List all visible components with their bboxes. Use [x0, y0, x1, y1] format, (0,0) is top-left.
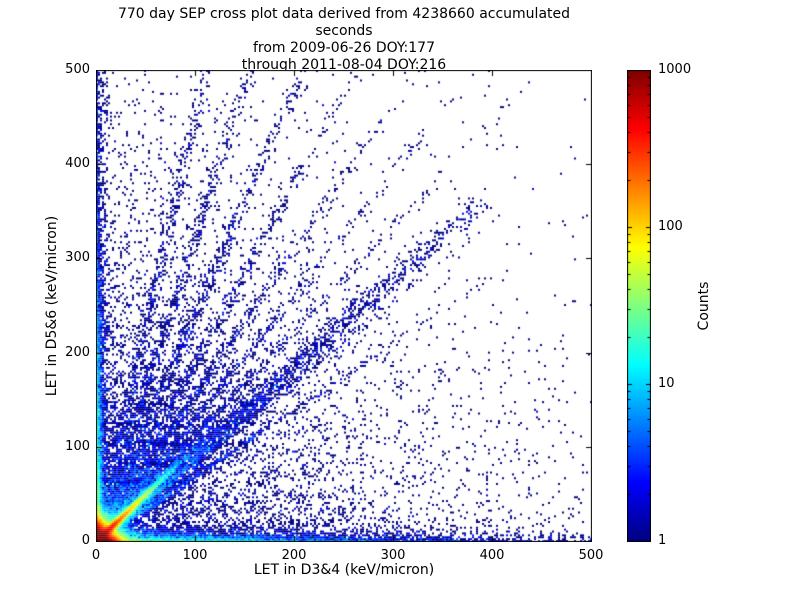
x-tick-label: 500 — [578, 548, 604, 563]
colorbar-canvas — [627, 70, 651, 542]
y-tick-label: 0 — [81, 533, 90, 548]
x-tick-label: 0 — [91, 548, 101, 563]
x-axis-label: LET in D3&4 (keV/micron) — [253, 562, 435, 578]
colorbar-tick-label: 10 — [658, 376, 675, 391]
scatter-plot-canvas — [96, 70, 592, 542]
chart-title-line3: through 2011-08-04 DOY:216 — [241, 57, 447, 74]
x-tick-label: 400 — [479, 548, 505, 563]
x-tick-label: 200 — [281, 548, 307, 563]
colorbar-tick-label: 100 — [658, 219, 683, 234]
y-tick-label: 100 — [65, 438, 90, 454]
y-axis-label: LET in D5&6 (keV/micron) — [44, 215, 60, 397]
y-tick-label: 400 — [65, 156, 90, 172]
chart-title-line1: 770 day SEP cross plot data derived from… — [117, 6, 571, 40]
y-tick-label: 500 — [65, 62, 90, 77]
chart-title: 770 day SEP cross plot data derived from… — [96, 6, 592, 74]
colorbar-tick-label: 1000 — [658, 62, 692, 77]
x-tick-label: 100 — [182, 548, 208, 563]
chart-title-line2: from 2009-06-26 DOY:177 — [252, 40, 435, 57]
colorbar-label: Counts — [696, 281, 712, 331]
colorbar-tick-label: 1 — [658, 533, 667, 548]
y-tick-label: 300 — [65, 250, 90, 266]
y-tick-label: 200 — [65, 344, 90, 360]
x-tick-label: 300 — [380, 548, 406, 563]
